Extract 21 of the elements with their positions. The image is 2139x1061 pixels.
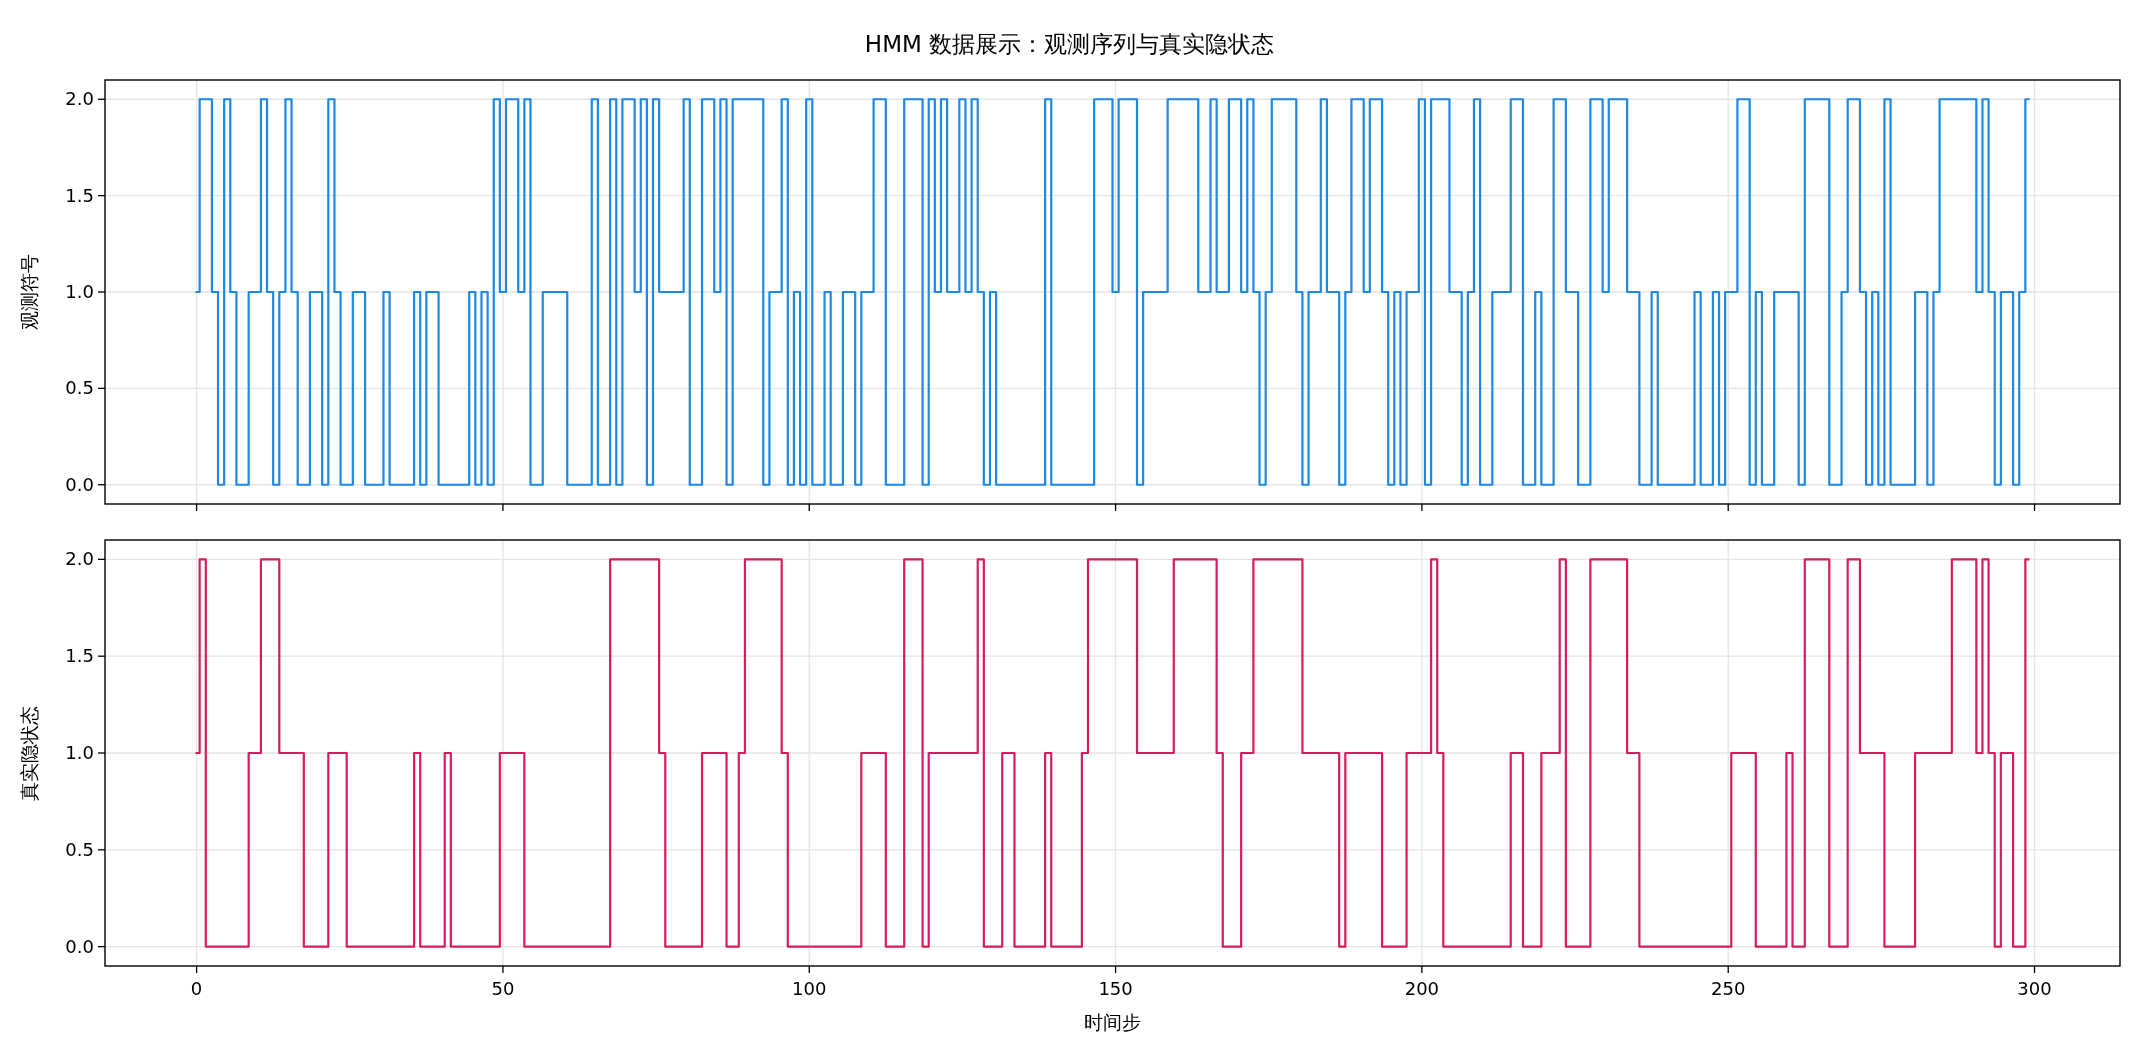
y-axis-title: 真实隐状态 (18, 705, 40, 801)
y-tick-label: 2.0 (65, 548, 94, 570)
x-tick-label: 250 (1711, 978, 1746, 999)
y-tick-label: 1.0 (65, 281, 94, 302)
x-tick-label: 100 (792, 978, 827, 999)
x-tick-label: 300 (2017, 978, 2052, 999)
y-tick-label: 0.5 (65, 377, 94, 399)
y-tick-label: 0.0 (65, 473, 94, 495)
x-tick-label: 50 (491, 978, 515, 999)
x-tick-label: 150 (1098, 978, 1133, 999)
x-tick-label: 200 (1404, 978, 1440, 999)
y-tick-label: 1.0 (65, 742, 94, 763)
chart-title: HMM 数据展示：观测序列与真实隐状态 (864, 31, 1275, 57)
y-tick-label: 0.5 (65, 838, 94, 860)
y-tick-label: 1.5 (65, 645, 94, 667)
y-tick-label: 0.0 (65, 935, 94, 957)
y-tick-label: 2.0 (65, 88, 94, 110)
x-axis-title: 时间步 (1084, 1011, 1141, 1033)
x-tick-label: 0 (190, 978, 203, 999)
y-axis-title: 观测符号 (18, 254, 40, 330)
y-tick-label: 1.5 (65, 184, 94, 206)
